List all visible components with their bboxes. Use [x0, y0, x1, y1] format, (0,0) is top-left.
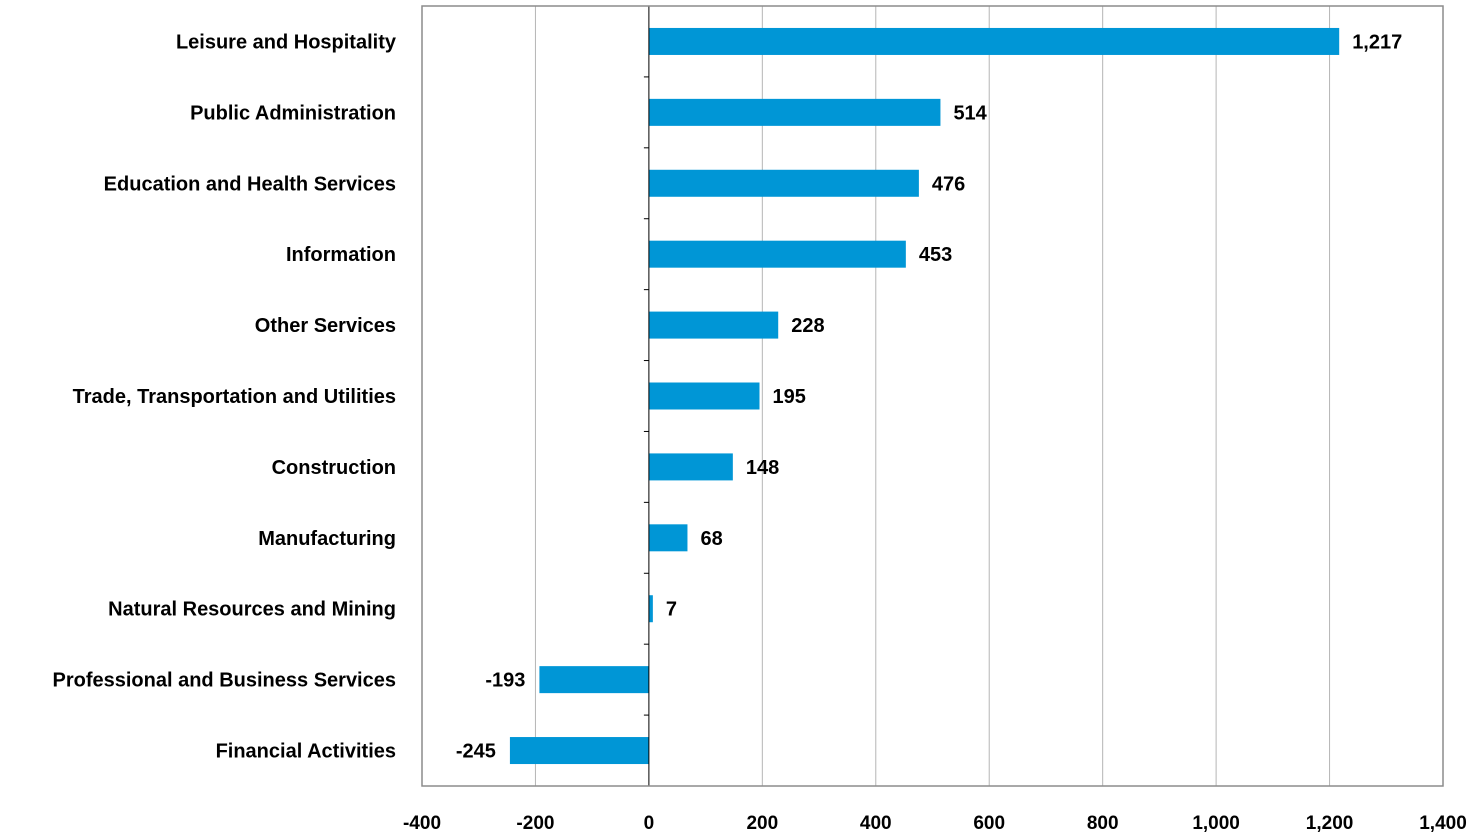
bar	[648, 595, 653, 623]
bar	[648, 453, 733, 481]
gridlines	[534, 6, 1331, 786]
value-label: 1,217	[1352, 31, 1402, 53]
bar	[648, 311, 779, 339]
category-label: Manufacturing	[258, 528, 396, 550]
category-label: Trade, Transportation and Utilities	[73, 386, 396, 408]
x-tick-label: 800	[1087, 813, 1119, 834]
x-tick-label: 1,000	[1192, 813, 1240, 834]
category-label: Professional and Business Services	[53, 670, 397, 692]
x-tick-label: 1,200	[1306, 813, 1354, 834]
bars	[509, 27, 1340, 765]
bar	[648, 98, 941, 126]
category-label: Education and Health Services	[104, 173, 396, 195]
x-tick-label: 400	[860, 813, 892, 834]
bar	[648, 524, 688, 552]
bar	[648, 27, 1340, 55]
bar	[648, 240, 906, 268]
value-label: -245	[456, 741, 496, 763]
category-label: Financial Activities	[216, 741, 396, 763]
value-label: 453	[919, 244, 952, 266]
value-label: 228	[791, 315, 824, 337]
category-label: Public Administration	[190, 102, 396, 124]
bar	[648, 382, 760, 410]
bar	[539, 666, 649, 694]
axes	[643, 5, 650, 787]
x-tick-label: -400	[403, 813, 441, 834]
bar	[509, 737, 649, 765]
value-label: -193	[485, 670, 525, 692]
x-tick-label: 200	[746, 813, 778, 834]
x-tick-labels: -400 -200 0 200 400 600 800 1,000 1,200 1,400	[403, 813, 1467, 834]
x-tick-label: 1,400	[1419, 813, 1467, 834]
value-label: 476	[932, 173, 965, 195]
category-labels: Leisure and Hospitality Public Administra…	[53, 31, 397, 762]
category-label: Other Services	[255, 315, 396, 337]
category-label: Natural Resources and Mining	[108, 599, 396, 621]
value-label: 195	[772, 386, 805, 408]
category-label: Leisure and Hospitality	[176, 31, 397, 53]
x-tick-label: 600	[973, 813, 1005, 834]
value-label: 7	[666, 599, 677, 621]
bar	[648, 169, 919, 197]
value-labels: 1,217 514 476 453 228 195 148 68 7 -193 -245	[456, 31, 1402, 762]
value-label: 148	[746, 457, 779, 479]
category-label: Information	[286, 244, 396, 266]
x-tick-label: -200	[516, 813, 554, 834]
plot-border	[421, 5, 1444, 787]
value-label: 68	[700, 528, 722, 550]
value-label: 514	[953, 102, 987, 124]
category-label: Construction	[272, 457, 396, 479]
x-tick-label: 0	[644, 813, 655, 834]
